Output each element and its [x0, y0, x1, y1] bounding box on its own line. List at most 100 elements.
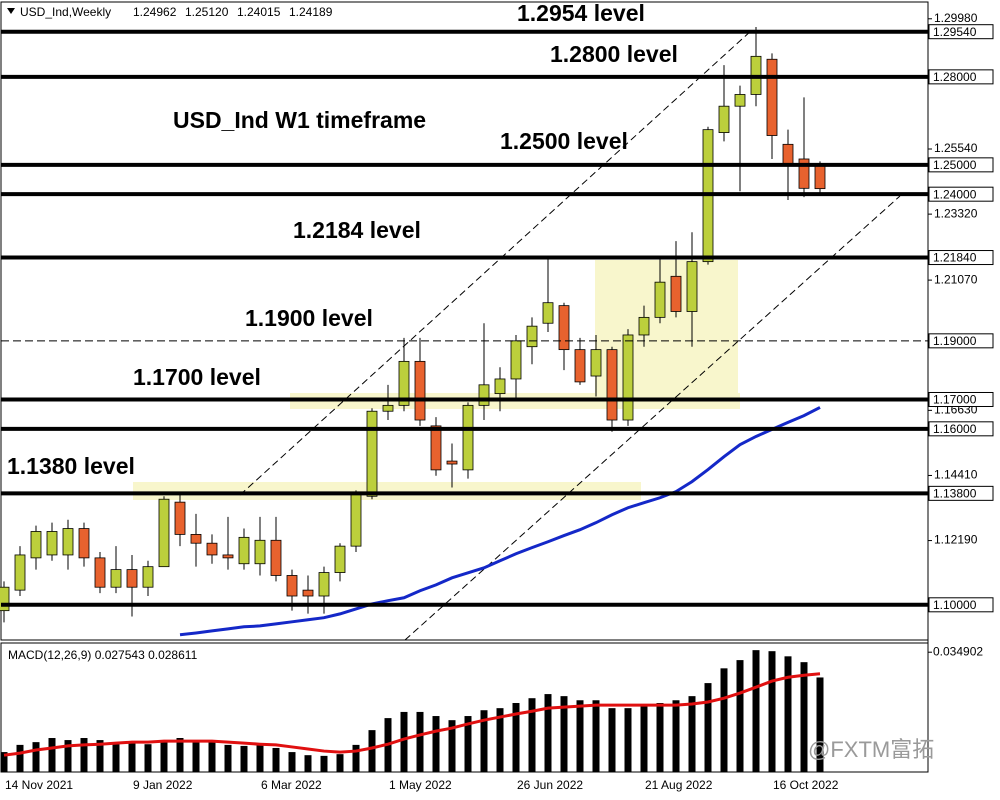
macd-bar [416, 711, 424, 772]
level-label-box [928, 421, 994, 437]
level-label-box [928, 485, 994, 501]
candle-body [638, 316, 650, 336]
macd-bar [48, 738, 56, 772]
candle-body [462, 404, 474, 471]
level-label: 1.24000 [933, 187, 977, 201]
candle-body [238, 536, 250, 565]
candle-body [78, 528, 90, 559]
ohlc-value: 1.24962 [133, 5, 177, 19]
candle-body [126, 569, 138, 588]
zone [595, 260, 738, 408]
candle-body [46, 531, 58, 556]
y-tick-label: 1.14410 [934, 468, 978, 482]
macd-title: MACD(12,26,9) 0.027543 0.028611 [8, 648, 198, 662]
y-tick-label: 1.21070 [934, 272, 978, 286]
macd-bar [528, 698, 536, 772]
macd-bar [480, 710, 488, 772]
annotation: USD_Ind W1 timeframe [173, 107, 426, 133]
x-tick-label: 6 Mar 2022 [261, 778, 322, 792]
candle-body [254, 539, 266, 565]
level-label: 1.21840 [933, 251, 977, 265]
candle-body [814, 165, 826, 190]
macd-bar [512, 703, 520, 772]
level-label-box [928, 157, 994, 173]
y-tick-label: 1.23320 [934, 206, 978, 220]
candle-body [398, 360, 410, 406]
candle-body [350, 492, 362, 547]
level-annotation: 1.1900 level [245, 305, 373, 331]
level-label: 1.28000 [933, 70, 977, 84]
x-tick-label: 1 May 2022 [389, 778, 452, 792]
macd-bar [608, 708, 616, 772]
macd-bar [96, 740, 104, 772]
candle-body [334, 545, 346, 573]
level-label: 1.25000 [933, 158, 977, 172]
level-annotation: 1.2500 level [500, 128, 628, 154]
watermark: @FXTM富拓 [808, 737, 934, 762]
y-tick-label: 1.29980 [934, 11, 978, 25]
macd-bar [672, 700, 680, 772]
level-annotation: 1.1380 level [7, 453, 135, 479]
level-label-box [928, 69, 994, 85]
macd-bar [432, 716, 440, 772]
macd-bar [368, 730, 376, 772]
x-tick-label: 9 Jan 2022 [133, 778, 193, 792]
candle-body [430, 425, 442, 471]
x-tick-label: 26 Jun 2022 [517, 778, 583, 792]
macd-bar [32, 742, 40, 772]
candle-body [158, 498, 170, 568]
candle-body [0, 586, 10, 612]
level-label: 1.13800 [933, 487, 977, 501]
macd-bar [640, 706, 648, 772]
candle-body [302, 589, 314, 597]
x-tick-label: 14 Nov 2021 [5, 778, 73, 792]
candle-body [366, 410, 378, 497]
macd-bar [80, 738, 88, 772]
candle-body [94, 557, 106, 588]
candle-body [30, 531, 42, 559]
macd-bar [624, 708, 632, 772]
macd-bar [144, 744, 152, 772]
macd-bar [256, 744, 264, 772]
macd-bar [272, 747, 280, 772]
candle-body [414, 360, 426, 421]
macd-bar [496, 708, 504, 772]
candle-body [222, 554, 234, 559]
macd-bar [336, 754, 344, 772]
macd-bar [304, 755, 312, 772]
x-tick-label: 16 Oct 2022 [773, 778, 839, 792]
candle-body [318, 572, 330, 597]
level-label-box [928, 333, 994, 349]
macd-bar [544, 694, 552, 772]
level-annotation: 1.2800 level [550, 41, 678, 67]
channel-line [239, 29, 753, 496]
candle-body [542, 302, 554, 324]
moving-average [179, 406, 821, 637]
macd-bar [352, 744, 360, 772]
level-annotation: 1.1700 level [133, 364, 261, 390]
macd-bar [784, 656, 792, 772]
macd-bar [656, 703, 664, 772]
level-label-box [928, 24, 994, 40]
candle-body [606, 349, 618, 421]
macd-bar [816, 677, 824, 772]
ohlc-value: 1.25120 [185, 5, 229, 19]
candle-body [110, 569, 122, 588]
candle-body [654, 281, 666, 318]
macd-bar [464, 716, 472, 772]
candle-body [206, 542, 218, 556]
level-label-box [928, 250, 994, 266]
x-tick-label: 21 Aug 2022 [645, 778, 713, 792]
level-label: 1.29540 [933, 25, 977, 39]
macd-bar [688, 696, 696, 772]
macd-bar [176, 738, 184, 772]
candle-body [142, 566, 154, 588]
macd-bar [240, 745, 248, 772]
candle-body [382, 404, 394, 412]
macd-bar [288, 752, 296, 772]
macd-bar [752, 650, 760, 772]
level-label: 1.19000 [933, 334, 977, 348]
signal-line [3, 672, 821, 757]
ohlc-value: 1.24015 [237, 5, 281, 19]
